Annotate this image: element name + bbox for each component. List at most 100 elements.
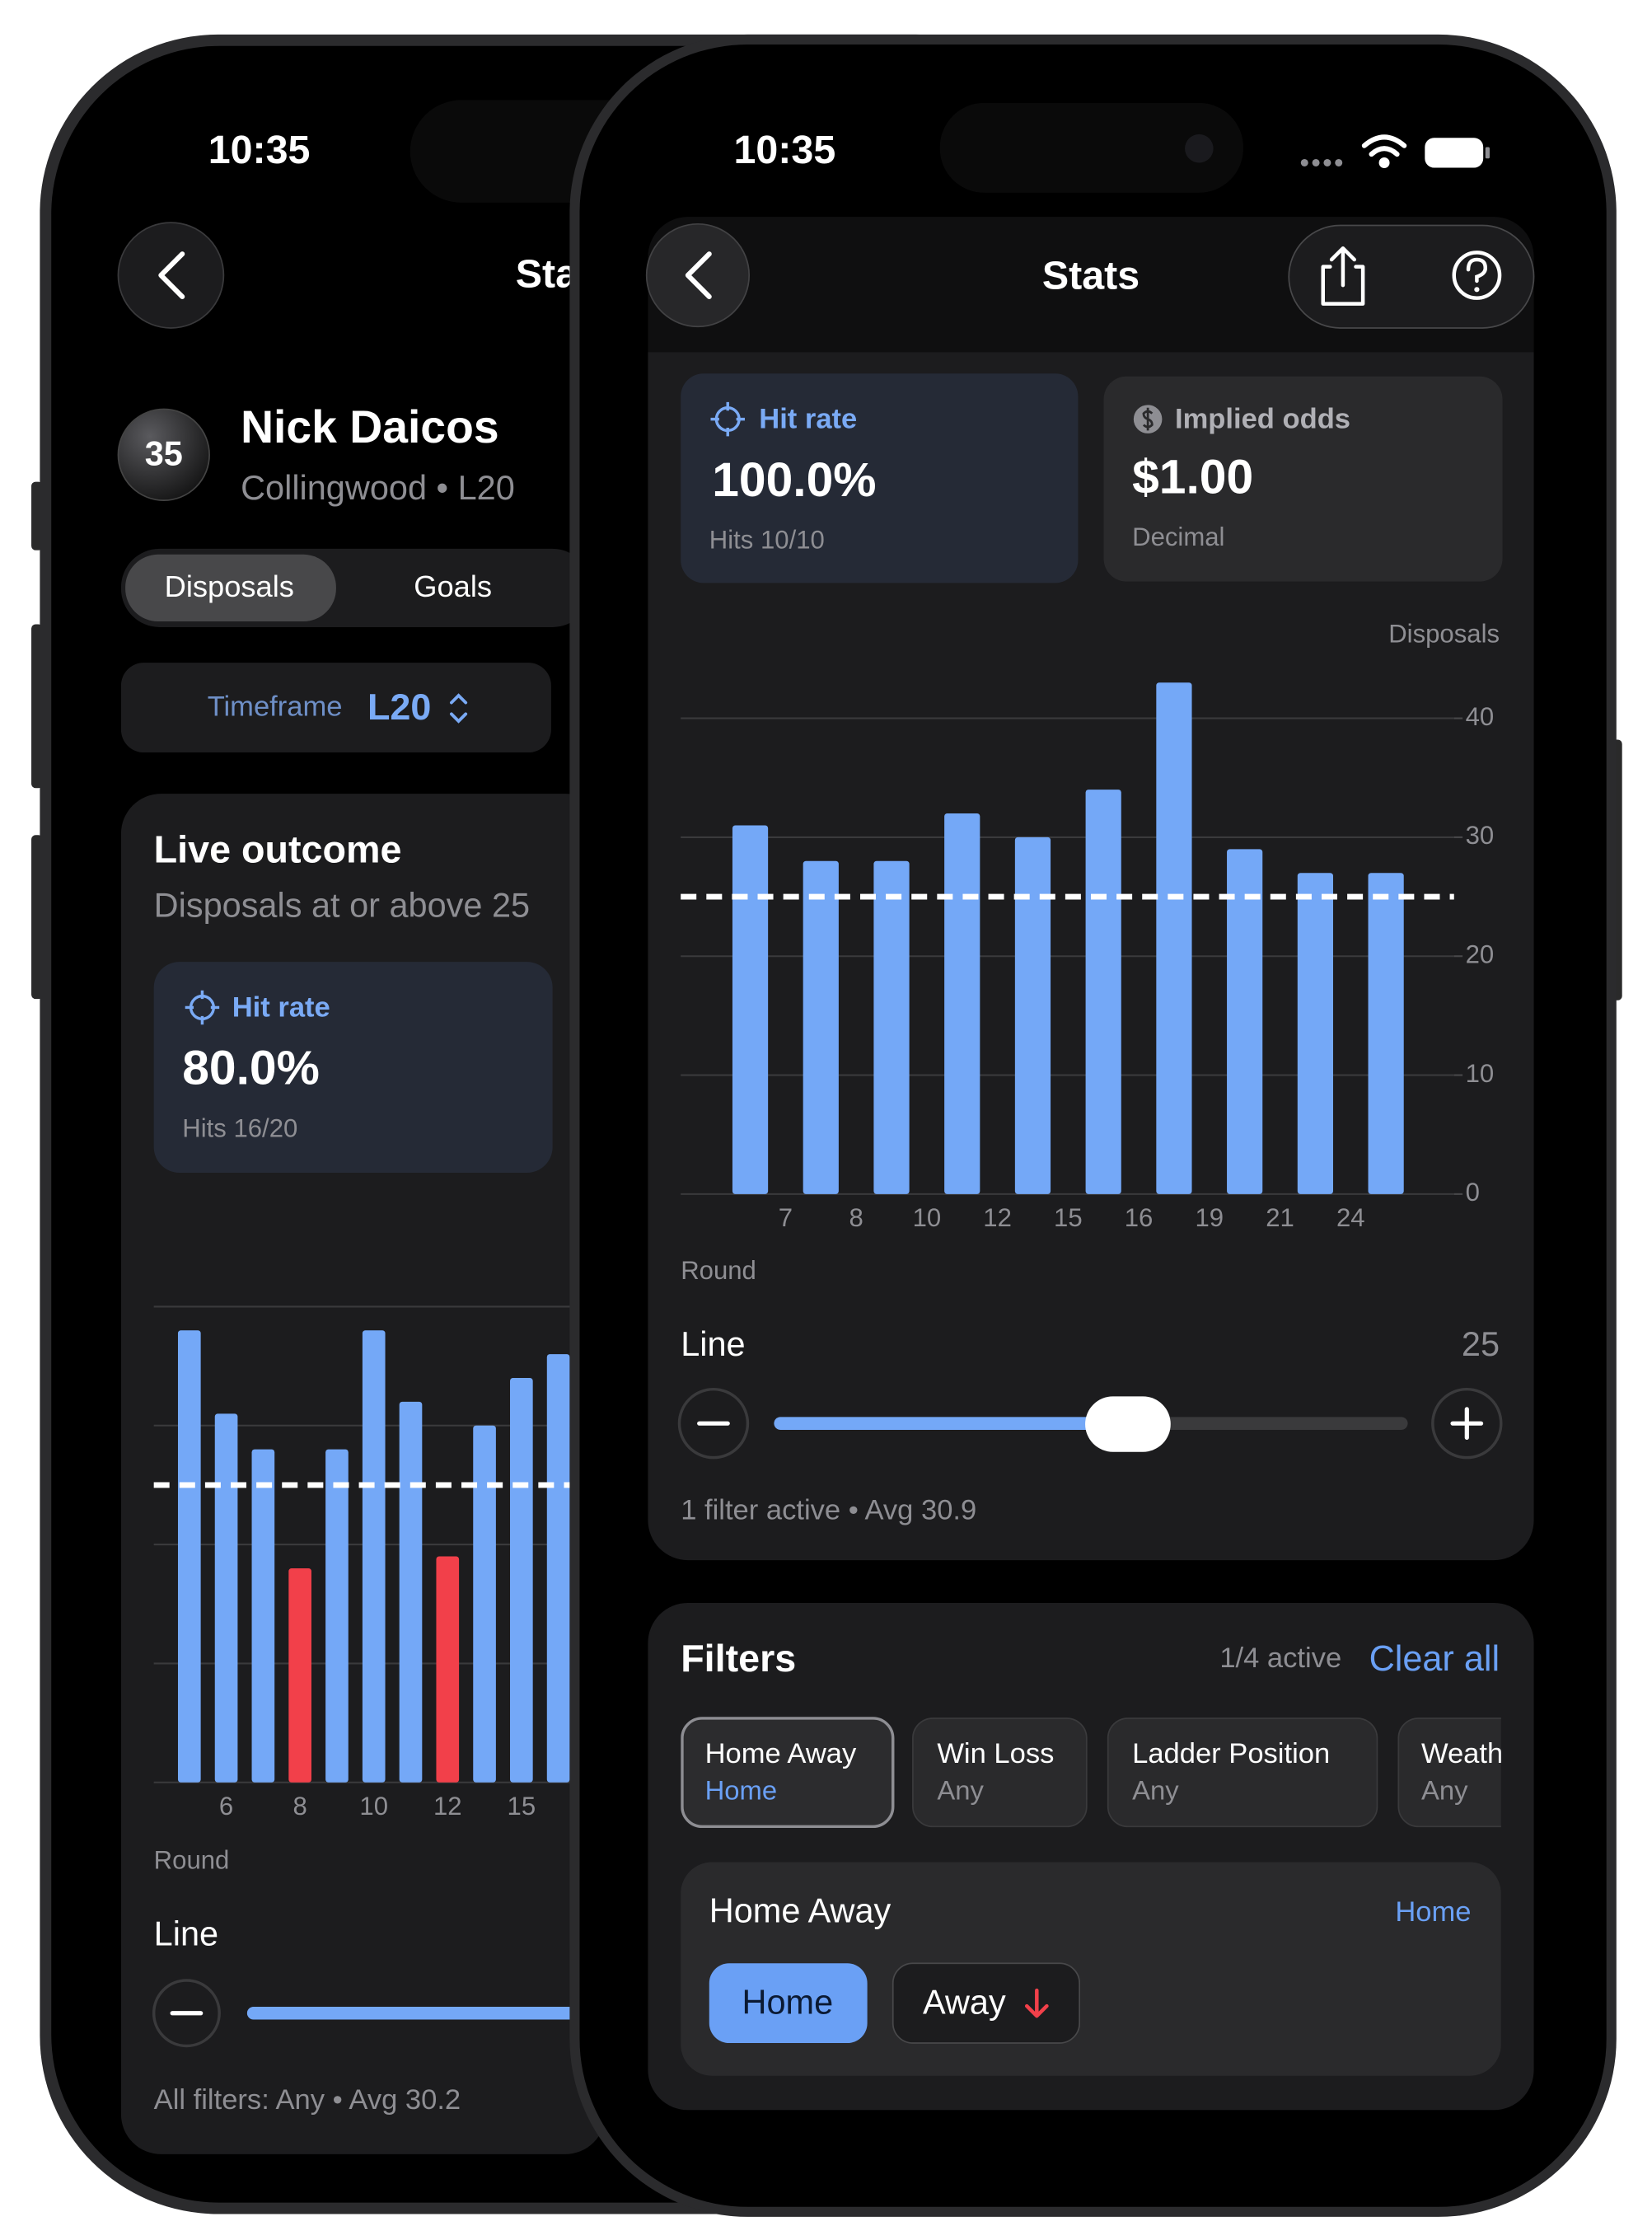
detail-title: Home Away — [709, 1891, 892, 1930]
x-tick-label: 12 — [433, 1792, 462, 1821]
y-tick-label: 40 — [1466, 702, 1495, 731]
x-tick-label: 12 — [983, 1203, 1012, 1232]
down-arrow-icon — [1024, 1988, 1049, 2018]
bar — [399, 1401, 423, 1783]
filter-chip[interactable] — [1107, 1717, 1378, 1828]
bar — [473, 1425, 496, 1783]
crosshair-icon — [710, 401, 745, 437]
filter-chip[interactable] — [681, 1717, 895, 1829]
filters-active: 1/4 active — [1219, 1643, 1341, 1674]
tab-label[interactable]: Goals — [414, 569, 492, 603]
help-button[interactable] — [1452, 251, 1502, 300]
chip-value: Home — [705, 1774, 778, 1805]
footer: 1 filter active • Avg 30.9 — [681, 1494, 976, 1525]
detail-panel — [681, 1862, 1501, 2076]
option-home[interactable] — [709, 1963, 868, 2044]
x-axis-label: Round — [681, 1256, 756, 1285]
hit-rate-detail: Hits 16/20 — [182, 1113, 297, 1142]
odds-label: Implied odds — [1175, 403, 1350, 434]
odds-detail: Decimal — [1132, 523, 1224, 551]
chevron-icon — [158, 251, 185, 299]
footer: All filters: Any • Avg 30.2 — [154, 2084, 461, 2116]
odds-value: $1.00 — [1132, 450, 1253, 504]
hit-rate-value: 100.0% — [712, 453, 876, 507]
share-button[interactable] — [1321, 246, 1365, 306]
chip-value: Any — [1132, 1774, 1179, 1805]
plus-icon — [1450, 1407, 1484, 1441]
plus-button[interactable] — [1431, 1387, 1503, 1460]
minus-button[interactable] — [152, 1979, 221, 2048]
card-title: Live outcome — [154, 827, 402, 870]
battery-icon — [1425, 138, 1484, 168]
nav-title: Stats — [1042, 253, 1140, 298]
tab-selected[interactable] — [125, 554, 336, 622]
battery-tip — [1485, 147, 1490, 159]
chip-name: Weather — [1421, 1738, 1528, 1769]
minus-button[interactable] — [677, 1387, 750, 1460]
y-tick-label: 10 — [1466, 1059, 1495, 1088]
bar — [1085, 790, 1121, 1194]
bar — [803, 860, 839, 1194]
bar — [1156, 682, 1192, 1194]
hit-rate-label: Hit rate — [232, 991, 330, 1023]
detail-current: Home — [1395, 1896, 1471, 1928]
back-button[interactable] — [645, 223, 751, 328]
back-button[interactable] — [117, 222, 225, 329]
chip-name: Home Away — [705, 1738, 857, 1769]
slider-knob[interactable] — [1085, 1396, 1171, 1452]
dollar-glyph — [1142, 407, 1154, 431]
bar — [944, 813, 980, 1194]
x-tick-label: 19 — [1195, 1203, 1224, 1232]
bar — [325, 1449, 349, 1783]
option-label: Home — [742, 1982, 834, 2021]
bar — [1297, 873, 1334, 1194]
x-tick-label: 8 — [849, 1203, 863, 1232]
updown-icon — [450, 693, 468, 724]
x-tick-label: 6 — [219, 1792, 233, 1821]
wifi-icon — [1361, 134, 1407, 168]
bar — [362, 1330, 386, 1783]
status-time: 10:35 — [208, 128, 311, 172]
odds-card — [1103, 376, 1503, 582]
dynamic-island — [939, 102, 1243, 193]
line-label: Line — [154, 1914, 218, 1952]
chip-name: Win Loss — [937, 1738, 1054, 1769]
y-axis-label: Disposals — [1388, 620, 1500, 649]
x-tick-label: 15 — [508, 1792, 536, 1821]
bar — [1227, 849, 1263, 1194]
x-tick-label: 7 — [779, 1203, 793, 1232]
hit-rate-detail: Hits 10/10 — [709, 525, 825, 554]
status-time: 10:35 — [734, 128, 836, 172]
x-axis-label: Round — [154, 1846, 230, 1875]
hit-rate-label: Hit rate — [759, 403, 857, 434]
hit-rate-value: 80.0% — [182, 1042, 320, 1095]
player-team: Collingwood • L20 — [241, 468, 515, 507]
filter-chip[interactable] — [912, 1717, 1088, 1828]
player-number: 35 — [145, 433, 183, 472]
y-tick-label: 30 — [1466, 821, 1495, 850]
option-label: Away — [923, 1982, 1006, 2021]
bar — [546, 1354, 570, 1783]
chip-name: Ladder Position — [1132, 1738, 1330, 1769]
tab-label[interactable]: Disposals — [165, 569, 294, 603]
filter-chip[interactable] — [1397, 1717, 1584, 1828]
x-tick-label: 10 — [913, 1203, 942, 1232]
x-tick-label: 8 — [292, 1792, 307, 1821]
chip-value: Any — [1421, 1774, 1468, 1805]
y-tick-label: 0 — [1466, 1178, 1480, 1207]
x-tick-label: 15 — [1054, 1203, 1083, 1232]
bar — [214, 1413, 238, 1783]
x-tick-label: 16 — [1125, 1203, 1154, 1232]
player-name: Nick Daicos — [241, 401, 499, 452]
bar — [251, 1449, 275, 1783]
chip-value: Any — [937, 1774, 984, 1805]
option-away[interactable] — [892, 1962, 1081, 2044]
bar — [510, 1378, 533, 1783]
camera — [1185, 134, 1214, 163]
timeframe-button[interactable] — [120, 663, 551, 753]
filters-title: Filters — [681, 1637, 796, 1680]
x-tick-label: 10 — [359, 1792, 388, 1821]
clear-all[interactable]: Clear all — [1369, 1639, 1500, 1679]
bar — [436, 1556, 460, 1783]
